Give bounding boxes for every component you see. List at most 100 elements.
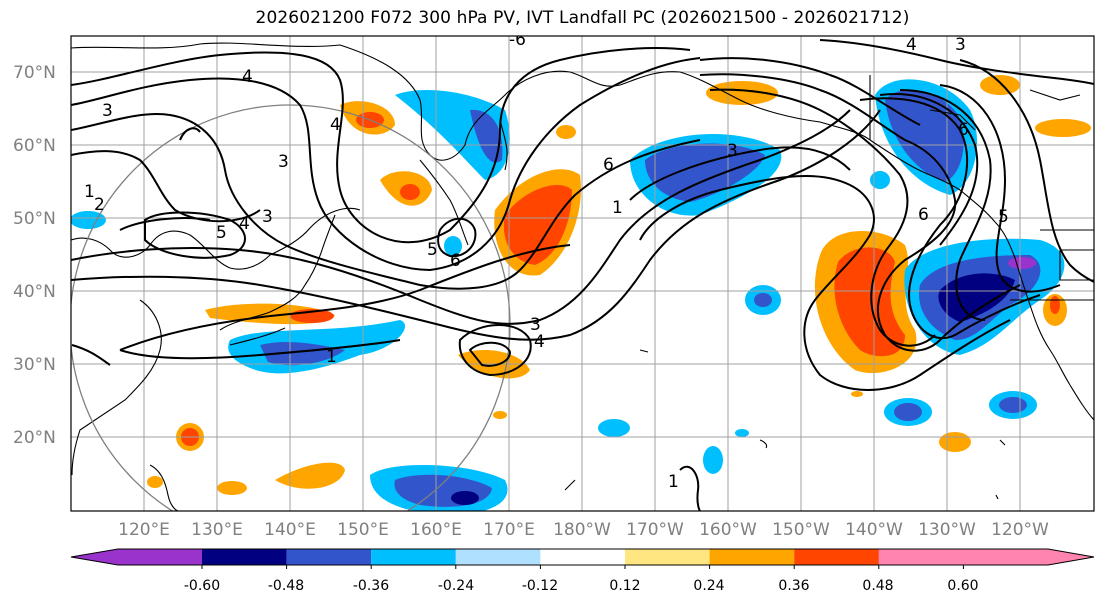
- colorbar-tick-label: -0.36: [353, 578, 389, 594]
- colorbar-swatch: [371, 549, 456, 565]
- negative-anomaly-region: [870, 171, 890, 189]
- colorbar-swatch: [202, 549, 287, 565]
- negative-anomaly-mid: [645, 143, 765, 202]
- negative-anomaly-mid: [999, 397, 1027, 413]
- positive-anomaly-core: [400, 184, 420, 200]
- positive-anomaly-region: [147, 476, 163, 488]
- lon-label: 170°E: [483, 520, 535, 540]
- colorbar-tick-label: -0.60: [184, 578, 220, 594]
- landfall-region-circle: [71, 104, 511, 511]
- contour-label: 3: [102, 101, 113, 121]
- negative-anomaly-region: [598, 419, 630, 437]
- colorbar-swatch: [540, 549, 625, 565]
- lat-label: 50°N: [13, 209, 56, 229]
- colorbar-swatch: [794, 549, 879, 565]
- colorbar-swatch: [118, 549, 202, 565]
- contour-label: 4: [534, 332, 545, 352]
- contour-label: 1: [612, 198, 623, 218]
- contour-label: 3: [262, 207, 273, 227]
- longitude-labels: 120°E 130°E 140°E 150°E 160°E 170°E 180°…: [118, 520, 1049, 540]
- colorbar-swatch: [709, 549, 795, 565]
- contour-label: 3: [955, 35, 966, 55]
- lon-label: 180°W: [553, 520, 611, 540]
- contour-label: 6: [958, 120, 969, 140]
- lon-label: 120°E: [118, 520, 170, 540]
- positive-anomaly-core: [503, 184, 572, 265]
- lon-label: 150°W: [772, 520, 830, 540]
- lon-label: 120°W: [991, 520, 1049, 540]
- contour-label: 4: [330, 115, 341, 135]
- colorbar-tick-labels: -0.60 -0.48 -0.36 -0.24 -0.12 0.12 0.24 …: [184, 578, 979, 594]
- positive-anomaly-region: [1035, 119, 1091, 137]
- positive-anomaly-core: [834, 247, 905, 357]
- contour-label: 3: [727, 141, 738, 161]
- lon-label: 170°W: [626, 520, 684, 540]
- lon-label: 150°E: [337, 520, 389, 540]
- positive-anomaly-region: [939, 432, 971, 452]
- map-title: 2026021200 F072 300 hPa PV, IVT Landfall…: [255, 8, 910, 28]
- negative-anomaly-mid: [470, 109, 503, 163]
- colorbar-outline: [70, 548, 1095, 566]
- lat-label: 60°N: [13, 136, 56, 156]
- negative-anomaly-mid: [754, 293, 772, 307]
- colorbar-tick-label: -0.24: [438, 578, 474, 594]
- lon-label: 160°E: [410, 520, 462, 540]
- positive-anomaly-region: [556, 125, 576, 139]
- lat-label: 20°N: [13, 428, 56, 448]
- colorbar-tick-label: 0.36: [778, 578, 809, 594]
- negative-anomaly-peak: [1008, 257, 1036, 269]
- positive-anomaly-core: [1050, 296, 1060, 314]
- colorbar: [70, 548, 1095, 569]
- positive-anomaly-region: [706, 81, 778, 105]
- colorbar-tick-label: 0.48: [862, 578, 893, 594]
- contour-label: 1: [84, 182, 95, 202]
- colorbar-swatch: [878, 549, 1048, 565]
- contour-label: 6: [603, 155, 614, 175]
- contour-label: 6: [918, 205, 929, 225]
- negative-anomaly-region: [703, 446, 723, 474]
- colorbar-extend-min: [71, 549, 118, 565]
- lon-label: 160°W: [699, 520, 757, 540]
- lat-label: 70°N: [13, 63, 56, 83]
- map-frame: [70, 35, 1095, 512]
- positive-anomaly-region: [275, 462, 345, 489]
- colorbar-tick-label: -0.12: [522, 578, 558, 594]
- negative-anomaly-region: [444, 236, 462, 256]
- negative-anomaly-core: [451, 491, 479, 505]
- negative-anomaly-region: [735, 429, 749, 437]
- lon-label: 140°W: [845, 520, 903, 540]
- colorbar-tick-label: 0.24: [693, 578, 724, 594]
- lon-label: 130°W: [918, 520, 976, 540]
- contour-label: 5: [216, 223, 227, 243]
- ivt-contours: [71, 39, 1094, 511]
- colorbar-swatch: [286, 549, 372, 565]
- contour-label: -6: [509, 30, 526, 50]
- contour-label: 4: [242, 67, 253, 87]
- colorbar-tick-label: 0.60: [947, 578, 978, 594]
- colorbar-tick-label: -0.48: [268, 578, 304, 594]
- lat-label: 30°N: [13, 355, 56, 375]
- negative-anomaly-mid: [894, 403, 922, 421]
- contour-label: 1: [668, 472, 679, 492]
- contour-label: 1: [326, 347, 337, 367]
- lon-label: 140°E: [264, 520, 316, 540]
- contour-label: 6: [450, 251, 461, 271]
- negative-anomaly-mid: [260, 342, 345, 366]
- positive-anomaly-region: [493, 411, 507, 419]
- positive-anomaly-region: [217, 481, 247, 495]
- colorbar-tick-label: 0.12: [609, 578, 640, 594]
- colorbar-swatch: [455, 549, 541, 565]
- lat-label: 40°N: [13, 282, 56, 302]
- contour-label: 5: [427, 240, 438, 260]
- contour-label: 2: [94, 195, 105, 215]
- negative-anomaly-region: [71, 211, 106, 229]
- contour-label: 5: [998, 207, 1009, 227]
- latitude-labels: 70°N 60°N 50°N 40°N 30°N 20°N: [13, 63, 56, 448]
- contour-label: 4: [906, 35, 917, 55]
- contour-label: 4: [239, 214, 250, 234]
- shading-layer: [71, 75, 1091, 511]
- contour-labels: -6 4 3 4 1 2 3 4 5 5 6 3 3 4 1 6 3 6 1 4…: [84, 30, 1009, 492]
- contour-label: 3: [278, 152, 289, 172]
- negative-anomaly-core: [938, 273, 1015, 322]
- contour-label: 3: [530, 315, 541, 335]
